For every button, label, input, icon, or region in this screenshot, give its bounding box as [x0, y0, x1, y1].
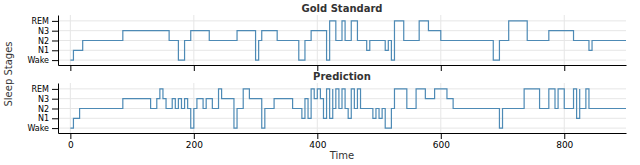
- y-tick: N2: [38, 105, 58, 114]
- y-tick-mark: [52, 21, 58, 22]
- x-tick: 200: [186, 133, 203, 150]
- y-grid-line: [58, 128, 626, 129]
- x-tick-mark: [194, 65, 195, 71]
- y-tick-label: N1: [38, 46, 49, 55]
- y-axis: WakeN1N2N3REM: [27, 16, 58, 66]
- x-grid-line: [70, 83, 71, 133]
- panel-title: Gold Standard: [302, 3, 383, 14]
- grid: [58, 83, 626, 133]
- x-axis-line: [59, 133, 627, 134]
- x-grid-line: [193, 15, 194, 65]
- plot-area: [70, 89, 626, 128]
- x-tick: [564, 65, 565, 71]
- x-tick: 600: [433, 133, 450, 150]
- x-tick-mark: [441, 65, 442, 71]
- y-axis-line: [58, 16, 59, 66]
- y-grid-line: [58, 50, 626, 51]
- x-tick: [194, 65, 195, 71]
- panel: WakeN1N2N3REM: [27, 15, 626, 71]
- step-line: [70, 21, 626, 60]
- y-tick-label: REM: [31, 17, 49, 26]
- y-tick: Wake: [27, 56, 58, 65]
- x-axis-title: Time: [329, 150, 354, 161]
- chart: WakeN1N2N3REMGold StandardWakeN1N2N3REM0…: [0, 0, 640, 165]
- y-tick-mark: [52, 31, 58, 32]
- y-tick: Wake: [27, 124, 58, 133]
- x-tick-mark: [70, 133, 71, 139]
- y-tick-mark: [52, 118, 58, 119]
- y-grid-line: [58, 60, 626, 61]
- y-tick: REM: [31, 85, 58, 94]
- y-tick: REM: [31, 17, 58, 26]
- x-tick-mark: [70, 65, 71, 71]
- step-line: [70, 89, 626, 128]
- y-tick: N1: [38, 114, 58, 123]
- x-grid-line: [70, 15, 71, 65]
- y-tick-mark: [52, 128, 58, 129]
- plot-area: [70, 21, 626, 60]
- y-tick: N3: [38, 95, 58, 104]
- y-tick-mark: [52, 99, 58, 100]
- y-axis: WakeN1N2N3REM: [27, 84, 58, 134]
- x-grid-line: [317, 15, 318, 65]
- x-tick-label: 200: [186, 140, 203, 150]
- x-tick-label: 800: [556, 140, 573, 150]
- y-axis-line: [58, 84, 59, 134]
- x-tick-mark: [564, 133, 565, 139]
- x-tick: [441, 65, 442, 71]
- y-tick-label: Wake: [27, 56, 49, 65]
- panel-title: Prediction: [313, 71, 371, 82]
- x-tick-mark: [564, 65, 565, 71]
- y-tick: N2: [38, 37, 58, 46]
- x-tick: 400: [309, 133, 326, 150]
- y-tick-label: N2: [38, 37, 49, 46]
- y-tick-mark: [52, 108, 58, 109]
- y-tick: N1: [38, 46, 58, 55]
- y-tick-mark: [52, 40, 58, 41]
- x-tick-label: 0: [68, 140, 74, 150]
- x-tick-label: 400: [309, 140, 326, 150]
- y-tick-mark: [52, 60, 58, 61]
- x-tick-mark: [194, 133, 195, 139]
- y-tick-label: Wake: [27, 124, 49, 133]
- panel: WakeN1N2N3REM 0 200 400 600 800: [27, 83, 626, 150]
- x-axis-line: [59, 65, 627, 66]
- grid: [58, 15, 626, 65]
- x-tick: 800: [556, 133, 573, 150]
- x-grid-line: [440, 83, 441, 133]
- y-tick-label: N2: [38, 105, 49, 114]
- y-tick-label: N3: [38, 95, 49, 104]
- y-grid-line: [58, 118, 626, 119]
- x-tick: [70, 65, 71, 71]
- x-axis: 0 200 400 600 800: [59, 133, 627, 150]
- y-tick-mark: [52, 50, 58, 51]
- y-tick: N3: [38, 27, 58, 36]
- y-tick-label: N3: [38, 27, 49, 36]
- y-tick-mark: [52, 89, 58, 90]
- y-axis-title: Sleep Stages: [3, 41, 14, 106]
- x-tick: 0: [68, 133, 74, 150]
- x-tick-label: 600: [433, 140, 450, 150]
- x-tick-mark: [441, 133, 442, 139]
- x-tick-mark: [317, 133, 318, 139]
- x-grid-line: [564, 15, 565, 65]
- y-tick-label: REM: [31, 85, 49, 94]
- y-tick-label: N1: [38, 114, 49, 123]
